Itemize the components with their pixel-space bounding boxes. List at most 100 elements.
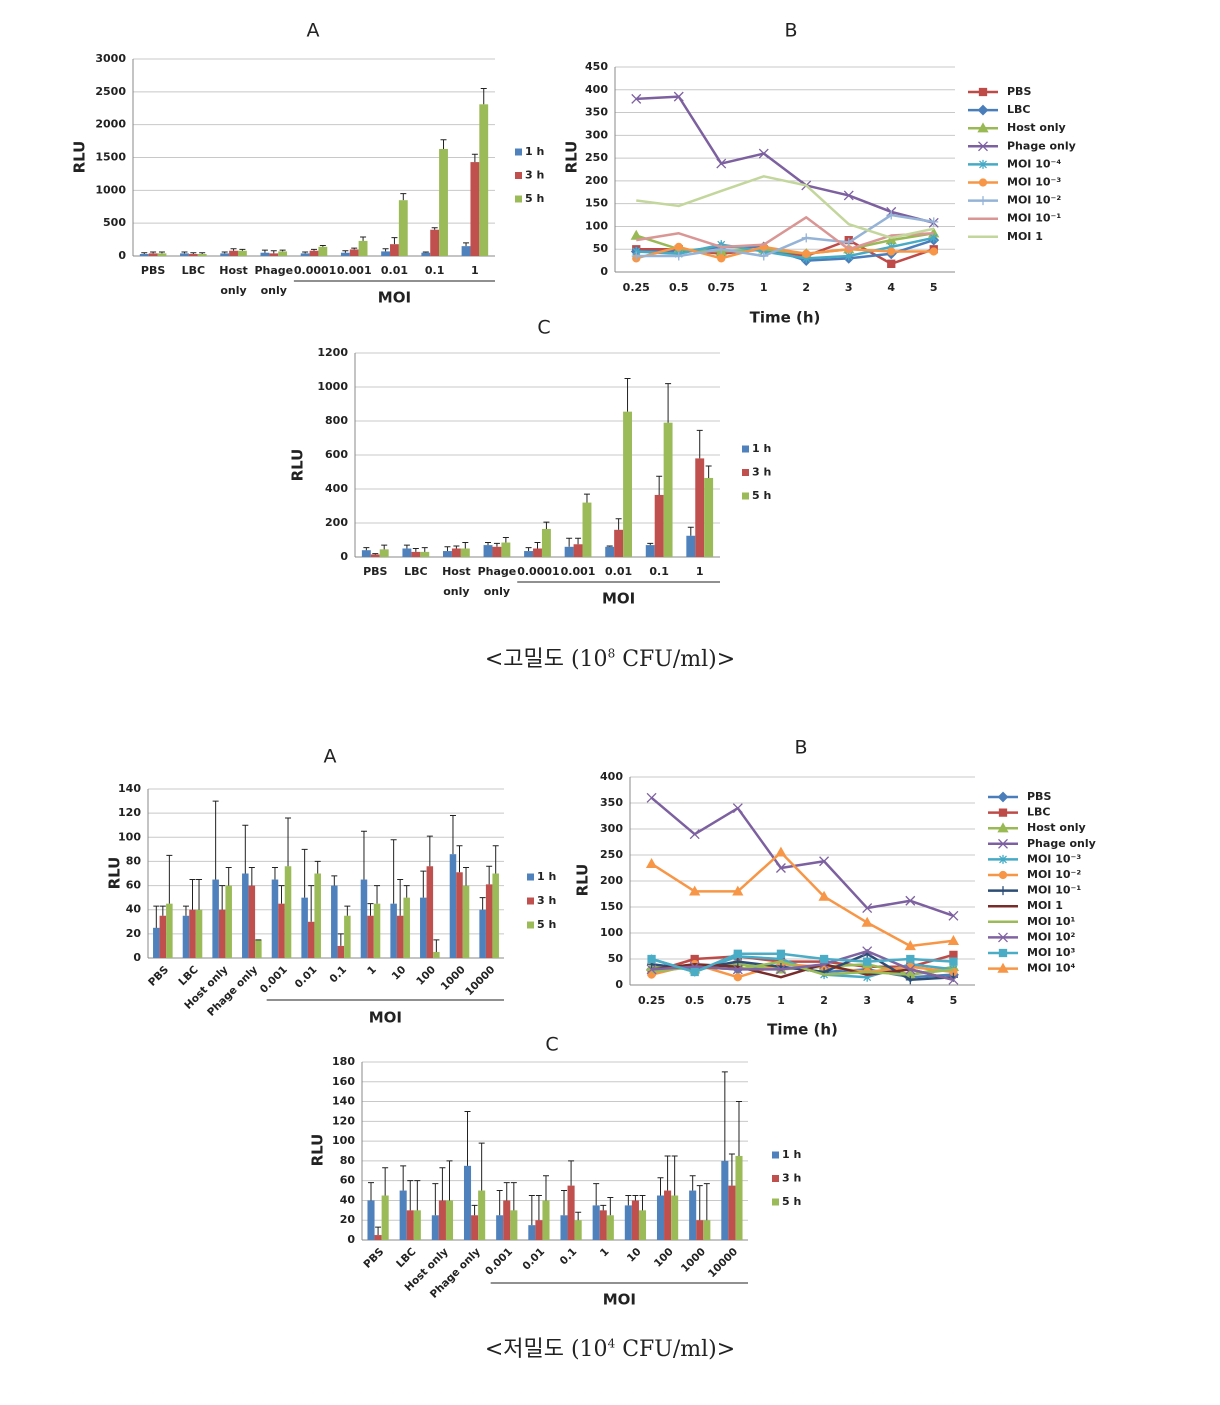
chart-title: B — [794, 737, 807, 759]
bar — [148, 253, 158, 256]
bar — [337, 945, 345, 958]
bar — [413, 1210, 421, 1240]
error-bar — [528, 1195, 535, 1226]
x-tick-label: 1 — [598, 1246, 612, 1260]
legend-swatch — [742, 469, 749, 476]
y-tick-label: 250 — [585, 151, 608, 164]
legend-label: Host only — [1027, 821, 1086, 834]
x-tick-label: 1 — [471, 264, 479, 277]
error-bar — [420, 870, 427, 898]
y-tick-label: 350 — [585, 106, 608, 119]
bar — [242, 873, 249, 958]
error-bar — [607, 1196, 614, 1216]
y-tick-label: 60 — [126, 879, 142, 892]
bar — [492, 546, 502, 557]
bar — [528, 1225, 536, 1240]
line — [636, 175, 935, 240]
error-bar — [600, 1204, 607, 1211]
marker — [646, 964, 657, 975]
marker — [646, 792, 657, 803]
x-tick-label: 0.25 — [638, 994, 665, 1007]
bar — [248, 885, 256, 958]
legend-label: MOI 10³ — [1027, 946, 1076, 959]
error-bar — [492, 845, 499, 874]
legend-label: 1 h — [525, 145, 544, 158]
x-tick-label: 0.1 — [327, 964, 349, 986]
bar — [379, 549, 389, 557]
error-bar — [624, 378, 631, 412]
y-tick-label: 80 — [126, 854, 142, 867]
line — [636, 213, 934, 258]
x-tick-label: 0.1 — [558, 1246, 580, 1268]
bar — [663, 422, 673, 557]
bar — [582, 502, 592, 557]
legend-marker — [979, 159, 987, 169]
x-tick-label: Host only — [219, 264, 248, 297]
error-bar — [239, 248, 246, 251]
y-axis-label: RLU — [563, 141, 581, 174]
x-tick-label: 10 — [390, 964, 409, 983]
error-bar — [382, 1167, 389, 1196]
error-bar — [703, 1183, 710, 1221]
x-tick-label: 0.001 — [336, 264, 372, 277]
legend-label: MOI 10⁻² — [1007, 194, 1061, 207]
error-bar — [153, 905, 160, 928]
error-bar — [453, 545, 460, 549]
bar — [430, 229, 440, 256]
bar — [431, 1215, 439, 1240]
bar — [470, 162, 480, 256]
x-tick-label: PBS — [140, 264, 166, 277]
error-bar — [671, 1155, 678, 1196]
legend-label: MOI 10⁻³ — [1027, 852, 1081, 865]
bar — [501, 542, 511, 557]
x-tick-label: 10 — [625, 1246, 644, 1265]
error-bar — [462, 542, 469, 549]
legend-marker — [978, 141, 988, 152]
bar — [218, 909, 226, 958]
error-bar — [342, 250, 349, 253]
error-bar — [375, 1226, 382, 1236]
y-tick-label: 140 — [332, 1095, 355, 1108]
legend-label: 5 h — [782, 1195, 801, 1208]
error-bar — [426, 835, 433, 867]
bar — [542, 1200, 550, 1240]
x-tick-label: 0.1 — [424, 264, 445, 277]
error-bar — [568, 1160, 575, 1186]
bar — [535, 1220, 543, 1240]
legend-label: Phage only — [1007, 139, 1076, 152]
caption-sup: 8 — [607, 646, 616, 661]
marker — [929, 217, 939, 227]
error-bar — [478, 1142, 485, 1191]
bar — [188, 254, 198, 256]
bar — [471, 1215, 479, 1240]
x-tick-label: 1000 — [679, 1246, 708, 1275]
legend-label: Phage only — [1027, 837, 1096, 850]
marker — [886, 210, 896, 220]
x-axis-label: Time (h) — [767, 1021, 838, 1039]
legend-marker — [998, 870, 1008, 880]
error-bar — [360, 830, 367, 880]
x-tick-label: 0.01 — [520, 1246, 547, 1273]
bar — [567, 1185, 575, 1240]
bar — [686, 535, 696, 557]
error-bar — [485, 542, 492, 546]
error-bar — [242, 824, 249, 874]
y-axis-label: RLU — [309, 1134, 327, 1167]
error-bar — [412, 548, 419, 552]
y-tick-label: 120 — [332, 1114, 355, 1127]
marker — [716, 158, 727, 169]
bar — [349, 249, 359, 256]
bar — [605, 546, 615, 557]
y-tick-label: 800 — [325, 414, 348, 427]
error-bar — [496, 1190, 503, 1216]
bar — [695, 458, 705, 557]
legend-label: LBC — [1027, 806, 1050, 819]
error-bar — [190, 252, 197, 255]
bar — [360, 879, 368, 958]
bar — [524, 551, 534, 557]
error-bar — [449, 815, 456, 855]
x-tick-label: 10000 — [706, 1246, 740, 1280]
bar — [189, 909, 196, 958]
y-tick-label: 0 — [340, 550, 348, 563]
